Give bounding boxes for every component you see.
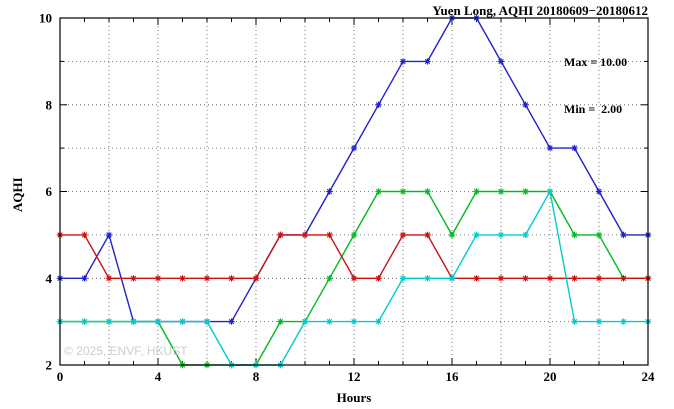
- x-tick-label: 8: [253, 369, 260, 384]
- y-axis-title: AQHI: [10, 177, 25, 212]
- max-value-label: Max = 10.00: [564, 55, 628, 70]
- x-tick-label: 24: [642, 369, 656, 384]
- x-tick-label: 0: [57, 369, 64, 384]
- x-tick-label: 12: [348, 369, 361, 384]
- chart-title: Yuen Long, AQHI 20180609−20180612: [432, 3, 648, 18]
- y-tick-label: 10: [39, 11, 52, 26]
- y-tick-label: 6: [46, 184, 53, 199]
- x-tick-label: 4: [155, 369, 162, 384]
- min-value-label: Min = 2.00: [564, 101, 623, 116]
- y-tick-label: 2: [46, 358, 53, 373]
- y-tick-label: 4: [46, 271, 53, 286]
- y-tick-label: 8: [46, 97, 53, 112]
- x-tick-label: 16: [446, 369, 460, 384]
- x-axis-title: Hours: [336, 390, 372, 405]
- x-tick-label: 20: [544, 369, 557, 384]
- watermark: © 2025, ENVF, HKUST: [64, 344, 188, 358]
- plot-border: [59, 17, 649, 366]
- max-min-annotation: Max = 10.00 Min = 2.00: [564, 24, 627, 149]
